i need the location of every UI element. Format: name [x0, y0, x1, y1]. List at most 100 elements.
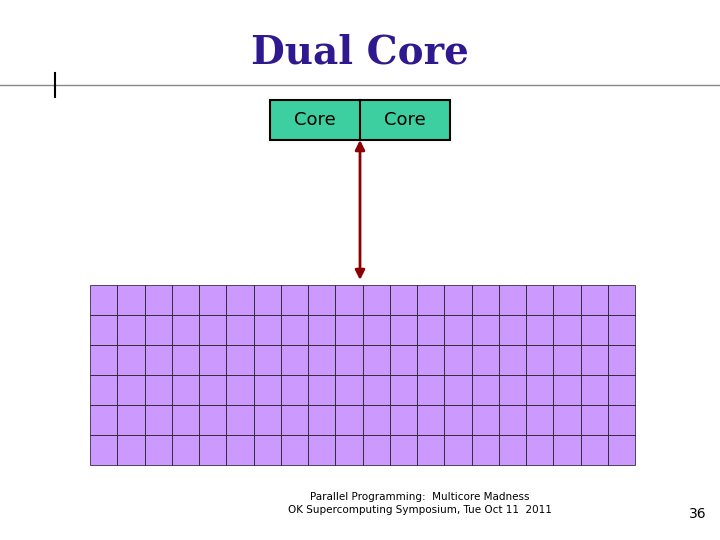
- Bar: [362, 405, 390, 435]
- Bar: [117, 345, 145, 375]
- Bar: [308, 315, 336, 345]
- Bar: [336, 405, 362, 435]
- Bar: [90, 435, 117, 465]
- Bar: [362, 315, 390, 345]
- Bar: [308, 405, 336, 435]
- Bar: [199, 315, 226, 345]
- Bar: [417, 375, 444, 405]
- Bar: [472, 345, 499, 375]
- Bar: [417, 345, 444, 375]
- Bar: [308, 375, 336, 405]
- Bar: [444, 375, 472, 405]
- Bar: [336, 285, 362, 315]
- Bar: [417, 315, 444, 345]
- Bar: [199, 405, 226, 435]
- Bar: [308, 285, 336, 315]
- Bar: [336, 435, 362, 465]
- Bar: [226, 375, 253, 405]
- Bar: [336, 315, 362, 345]
- Bar: [608, 285, 635, 315]
- Bar: [253, 375, 281, 405]
- Bar: [499, 315, 526, 345]
- Bar: [553, 405, 580, 435]
- Bar: [281, 285, 308, 315]
- Bar: [526, 315, 553, 345]
- Bar: [199, 435, 226, 465]
- Bar: [145, 375, 172, 405]
- Bar: [444, 285, 472, 315]
- Bar: [553, 375, 580, 405]
- Bar: [253, 315, 281, 345]
- Bar: [226, 405, 253, 435]
- Bar: [580, 285, 608, 315]
- Bar: [226, 435, 253, 465]
- Bar: [172, 315, 199, 345]
- Bar: [580, 345, 608, 375]
- Bar: [270, 100, 450, 140]
- Bar: [226, 315, 253, 345]
- Text: Dual Core: Dual Core: [251, 33, 469, 71]
- Bar: [362, 285, 390, 315]
- Bar: [580, 375, 608, 405]
- Bar: [226, 345, 253, 375]
- Bar: [145, 315, 172, 345]
- Text: Parallel Programming:  Multicore Madness: Parallel Programming: Multicore Madness: [310, 492, 530, 502]
- Bar: [117, 315, 145, 345]
- Text: 36: 36: [689, 507, 707, 521]
- Bar: [281, 435, 308, 465]
- Bar: [390, 435, 417, 465]
- Bar: [472, 405, 499, 435]
- Bar: [499, 435, 526, 465]
- Bar: [608, 375, 635, 405]
- Bar: [526, 285, 553, 315]
- Bar: [390, 345, 417, 375]
- Bar: [253, 435, 281, 465]
- Bar: [172, 345, 199, 375]
- Bar: [553, 345, 580, 375]
- Bar: [390, 315, 417, 345]
- Bar: [281, 375, 308, 405]
- Bar: [472, 285, 499, 315]
- Bar: [444, 405, 472, 435]
- Bar: [226, 285, 253, 315]
- Bar: [472, 375, 499, 405]
- Bar: [444, 315, 472, 345]
- Bar: [199, 345, 226, 375]
- Bar: [145, 435, 172, 465]
- Bar: [308, 345, 336, 375]
- Bar: [90, 345, 117, 375]
- Bar: [117, 405, 145, 435]
- Bar: [499, 285, 526, 315]
- Bar: [336, 375, 362, 405]
- Bar: [281, 405, 308, 435]
- Bar: [117, 285, 145, 315]
- Bar: [553, 435, 580, 465]
- Bar: [390, 285, 417, 315]
- Bar: [145, 285, 172, 315]
- Bar: [172, 375, 199, 405]
- Bar: [253, 405, 281, 435]
- Bar: [526, 435, 553, 465]
- Bar: [281, 315, 308, 345]
- Bar: [417, 435, 444, 465]
- Bar: [526, 405, 553, 435]
- Bar: [199, 375, 226, 405]
- Bar: [390, 405, 417, 435]
- Bar: [117, 435, 145, 465]
- FancyArrowPatch shape: [356, 143, 364, 277]
- Bar: [553, 315, 580, 345]
- Bar: [444, 345, 472, 375]
- Bar: [499, 345, 526, 375]
- Bar: [90, 315, 117, 345]
- Bar: [444, 435, 472, 465]
- Bar: [362, 345, 390, 375]
- Bar: [526, 345, 553, 375]
- Bar: [472, 435, 499, 465]
- Bar: [362, 435, 390, 465]
- Bar: [172, 435, 199, 465]
- Bar: [145, 345, 172, 375]
- Bar: [253, 345, 281, 375]
- Bar: [526, 375, 553, 405]
- Bar: [336, 345, 362, 375]
- Bar: [253, 285, 281, 315]
